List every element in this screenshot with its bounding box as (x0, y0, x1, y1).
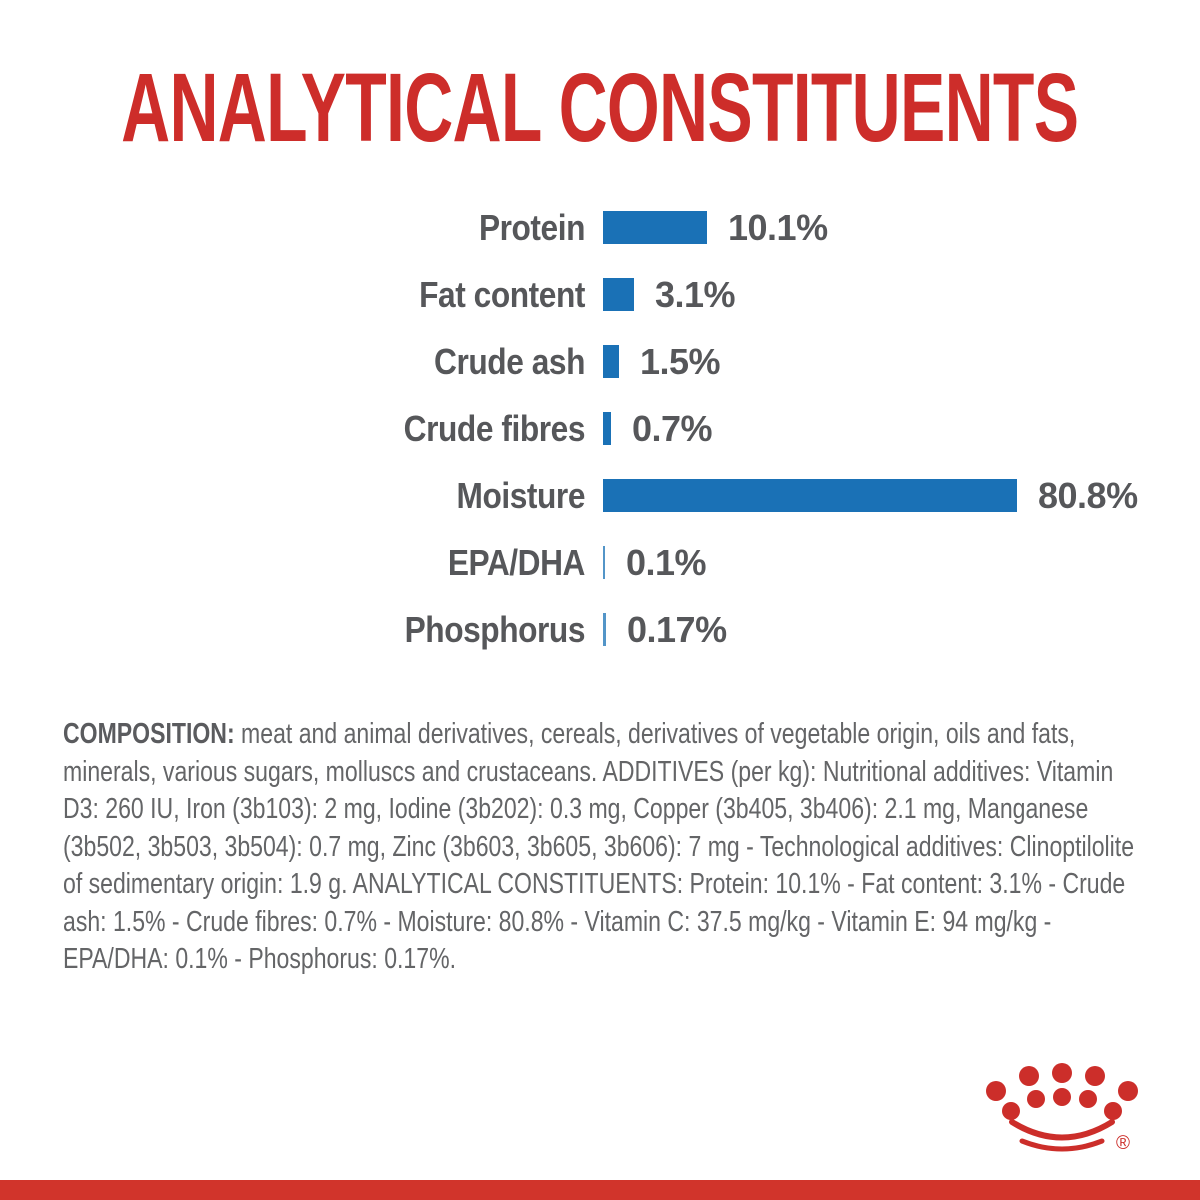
chart-row: Moisture 80.8% (0, 462, 1200, 529)
crown-dot (1085, 1066, 1105, 1086)
bar (603, 278, 634, 311)
crown-dot (1027, 1090, 1045, 1108)
analytical-constituents-bar-chart: Protein 10.1% Fat content 3.1% Crude ash 1.5%… (0, 194, 1200, 663)
crown-dot (1118, 1081, 1138, 1101)
crown-base-arc (1019, 1138, 1105, 1152)
bar (603, 211, 707, 244)
crown-dot (1019, 1066, 1039, 1086)
crown-dot (1053, 1088, 1071, 1106)
chart-row: Crude fibres 0.7% (0, 395, 1200, 462)
crown-dot (1002, 1102, 1020, 1120)
bar-value-label: 80.8% (1038, 474, 1138, 516)
crown-dot (1052, 1063, 1072, 1083)
chart-row: Protein 10.1% (0, 194, 1200, 261)
bar (603, 479, 1017, 512)
crown-dot (986, 1081, 1006, 1101)
composition-body: meat and animal derivatives, cereals, de… (63, 718, 1135, 975)
crown-dot (1079, 1090, 1097, 1108)
bar-value-label: 3.1% (655, 273, 736, 315)
bar-category-label: Crude ash (434, 340, 585, 382)
bar-value-label: 0.17% (627, 608, 727, 650)
chart-row: EPA/DHA 0.1% (0, 529, 1200, 596)
chart-row: Fat content 3.1% (0, 261, 1200, 328)
bar-category-label: Phosphorus (404, 608, 586, 650)
bar-category-label: EPA/DHA (447, 541, 586, 583)
composition-lead: COMPOSITION: (63, 718, 235, 750)
footer-red-bar (0, 1180, 1200, 1200)
chart-row: Crude ash 1.5% (0, 328, 1200, 395)
royal-canin-crown-logo: ® (986, 1063, 1138, 1154)
crown-dot (1104, 1102, 1122, 1120)
page-title: ANALYTICAL CONSTITUENTS (121, 53, 1079, 162)
bar-value-label: 1.5% (640, 340, 721, 382)
bar (603, 613, 606, 646)
crown-base-arc (1009, 1119, 1115, 1141)
registered-trademark-icon: ® (1116, 1133, 1130, 1154)
bar-category-label: Moisture (456, 474, 586, 516)
bar-value-label: 10.1% (728, 206, 828, 248)
bar (603, 345, 619, 378)
bar-category-label: Crude fibres (403, 407, 586, 449)
title-wrap: ANALYTICAL CONSTITUENTS (0, 58, 1200, 158)
bar (603, 412, 611, 445)
bar-category-label: Fat content (419, 273, 585, 315)
chart-row: Phosphorus 0.17% (0, 596, 1200, 663)
bar-value-label: 0.1% (626, 541, 707, 583)
composition-text: COMPOSITION: meat and animal derivatives… (63, 716, 1146, 979)
bar-value-label: 0.7% (632, 407, 713, 449)
bar-category-label: Protein (478, 206, 585, 248)
bar (603, 546, 605, 579)
